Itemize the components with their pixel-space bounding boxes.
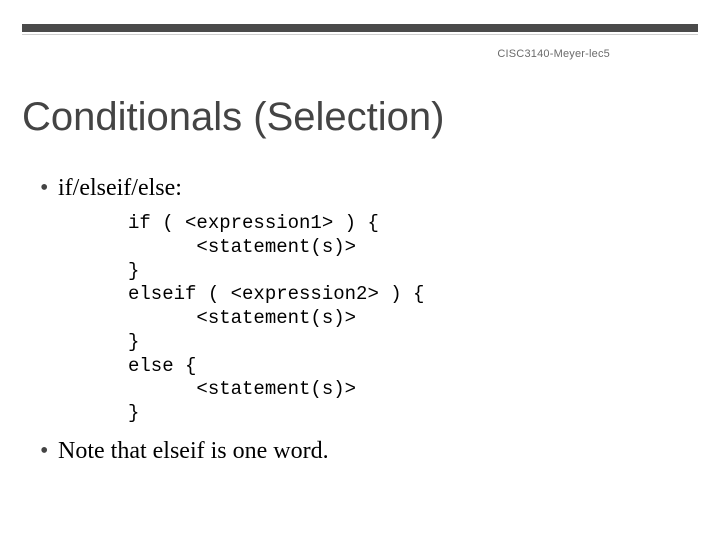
bullet-mark: • (40, 175, 58, 202)
bullet-mark: • (40, 438, 58, 465)
bullet-text: Note that elseif is one word. (58, 438, 329, 464)
top-accent-bar (22, 24, 698, 32)
slide-content: •if/elseif/else: if ( <expression1> ) { … (40, 175, 680, 475)
code-block: if ( <expression1> ) { <statement(s)> } … (128, 212, 680, 426)
top-accent-line (22, 34, 698, 35)
slide-title: Conditionals (Selection) (22, 95, 444, 140)
bullet-text: if/elseif/else: (58, 175, 182, 201)
bullet-item: •if/elseif/else: (40, 175, 680, 202)
header-tag: CISC3140-Meyer-lec5 (497, 48, 610, 60)
bullet-item: •Note that elseif is one word. (40, 438, 680, 465)
